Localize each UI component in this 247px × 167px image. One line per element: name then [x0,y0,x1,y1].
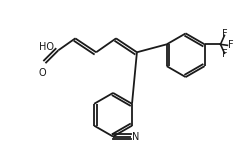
Text: O: O [39,68,46,78]
Text: F: F [223,29,228,39]
Text: N: N [132,132,139,142]
Text: F: F [228,40,234,50]
Text: F: F [223,49,228,59]
Text: HO: HO [39,42,54,52]
